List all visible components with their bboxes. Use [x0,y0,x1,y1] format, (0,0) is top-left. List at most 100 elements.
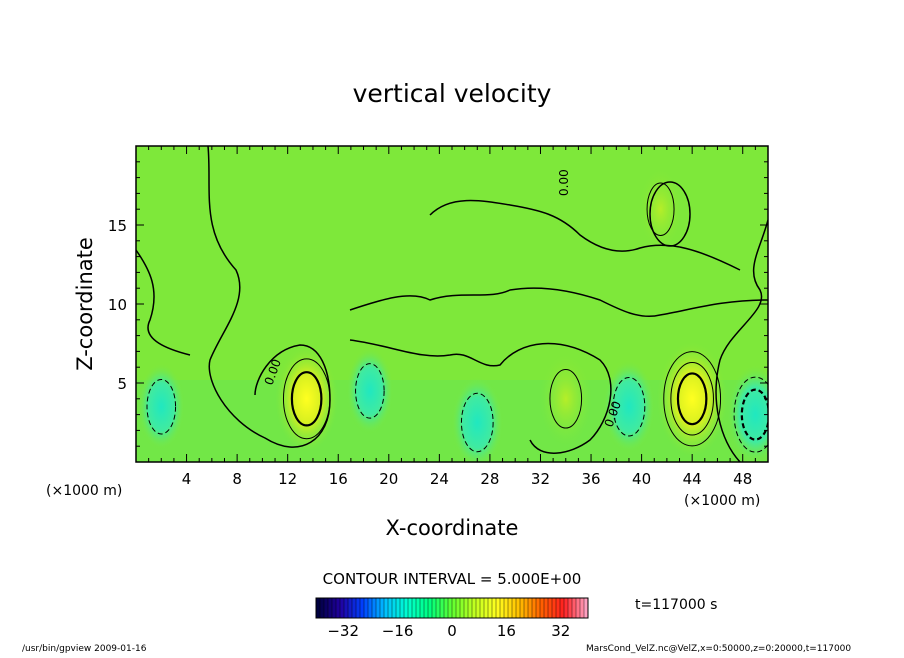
colorbar-cell [568,598,573,618]
colorbar-cell [476,598,481,618]
feature-contour [282,358,331,440]
colorbar-cell [516,598,521,618]
x-tick-label: 48 [733,470,752,488]
colorbar-cell [536,598,541,618]
contour-zero-upper [429,199,741,271]
y-axis: 5 10 15 [108,161,768,447]
colorbar-cell [560,598,565,618]
colorbar-cell [464,598,469,618]
feature-contour [740,388,768,441]
feature-contour [670,362,714,436]
time-label: t=117000 s [635,597,717,613]
colorbar-cell [468,598,473,618]
colorbar-cell [344,598,349,618]
colorbar-cell [436,598,441,618]
chart-title: vertical velocity [353,79,552,108]
colorbar-cell [492,598,497,618]
feature-contour [549,369,583,429]
colorbar-cell [352,598,357,618]
colorbar-cell [384,598,389,618]
colorbar-cell [552,598,557,618]
y-tick-label: 10 [108,296,127,314]
colorbar-tick-label: 32 [551,622,570,640]
feature-contour [663,351,722,447]
footer-left: /usr/bin/gpview 2009-01-16 [22,644,147,654]
colorbar-cell [460,598,465,618]
contour-blob-upper-right [649,181,691,247]
feature-positive [275,345,339,452]
colorbar-cell [424,598,429,618]
colorbar-tick-label: 16 [497,622,516,640]
x-axis: 4 8 12 16 20 24 28 32 36 40 44 48 [148,146,756,488]
colorbar-cell [548,598,553,618]
colorbar-cell [348,598,353,618]
x-axis-label: X-coordinate [386,516,519,540]
colorbar-cell [404,598,409,618]
colorbar-cell [320,598,325,618]
colorbar-cell [540,598,545,618]
colorbar-cell [572,598,577,618]
x-tick-label: 28 [480,470,499,488]
footer-right: MarsCond_VelZ.nc@VelZ,x=0:50000,z=0:2000… [586,644,851,654]
y-tick-label: 5 [117,375,127,393]
feature-contour [460,392,494,453]
colorbar-cell [380,598,385,618]
colorbar-cell [504,598,509,618]
colorbar-frame [315,597,589,619]
colorbar-cell [500,598,505,618]
feature-contour [355,363,385,419]
colorbar-cell [524,598,529,618]
colorbar-cell [456,598,461,618]
colorbar-cell [416,598,421,618]
x-tick-label: 8 [232,470,242,488]
colorbar-cell [520,598,525,618]
colorbar-tick-label: −32 [327,622,359,640]
contour-zero-band [349,339,612,454]
colorbar-cell [528,598,533,618]
colorbar-ticks: −32 −16 0 16 32 [327,622,570,640]
feature-negative [450,375,504,462]
x-tick-label: 4 [182,470,192,488]
colorbar-cell [364,598,369,618]
contour-label: 0.00 [557,169,571,196]
colorbar-cell [324,598,329,618]
feature-positive [638,167,684,252]
feature-negative [726,364,768,462]
colorbar-cell [484,598,489,618]
colorbar-cell [368,598,373,618]
colorbar-cell [340,598,345,618]
colorbar-cell [408,598,413,618]
x-tick-label: 32 [531,470,550,488]
contour-lines [136,146,768,462]
feature-contour [290,371,323,427]
colorbar-cell [580,598,585,618]
colorbar-cell [488,598,493,618]
colorbar-cell [360,598,365,618]
colorbar-cell [448,598,453,618]
colorbar-cell [472,598,477,618]
colorbar-cell [428,598,433,618]
colorbar-cell [412,598,417,618]
colorbar-tick-label: −16 [382,622,414,640]
x-unit-left: (×1000 m) [46,483,122,499]
colorbar-cell [316,598,321,618]
colorbar-cell [328,598,333,618]
x-tick-label: 12 [278,470,297,488]
colorbar-cell [576,598,581,618]
colorbar-cell [584,598,589,618]
feature-contour [146,378,177,435]
colorbar-cell [480,598,485,618]
colorbar-cell [556,598,561,618]
feature-negative [602,359,656,454]
x-unit-right: (×1000 m) [684,493,760,509]
x-tick-label: 44 [683,470,702,488]
colorbar-cell [400,598,405,618]
colorbar-cell [444,598,449,618]
colorbar-cell [332,598,337,618]
x-tick-label: 24 [430,470,449,488]
colorbar-cell [372,598,377,618]
colorbar-cell [564,598,569,618]
y-tick-label: 15 [108,217,127,235]
colorbar-cell [376,598,381,618]
